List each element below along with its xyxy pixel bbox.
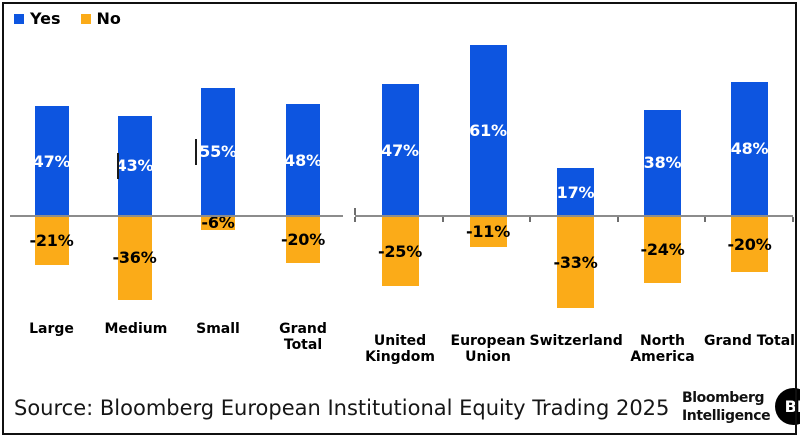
data-label-yes-small: 55% <box>199 142 237 162</box>
bar-no-grand-total <box>286 216 320 263</box>
category-label-united-kingdom: United Kingdom <box>365 333 435 365</box>
bar-no-european-union <box>469 216 507 247</box>
bar-yes-european-union <box>469 45 507 216</box>
label-leader-mark <box>116 152 119 179</box>
category-label-medium: Medium <box>104 321 168 337</box>
data-label-yes-north-america: 38% <box>643 153 682 173</box>
label-leader-mark <box>194 138 197 165</box>
zero-axis-line-left <box>10 215 343 217</box>
bar-yes-grand-total <box>731 81 768 216</box>
axis-tick <box>354 208 356 215</box>
category-label-small: Small <box>196 321 240 337</box>
axis-tick <box>441 217 444 222</box>
data-label-no-united-kingdom: -25% <box>377 241 423 261</box>
bloomberg-intelligence-logo: Bloomberg Intelligence BI <box>682 388 800 425</box>
bar-yes-united-kingdom <box>381 84 419 216</box>
logo-wordmark: Bloomberg Intelligence <box>682 389 771 425</box>
data-label-no-large: -21% <box>29 230 74 250</box>
bar-no-united-kingdom <box>381 216 419 286</box>
data-label-yes-medium: 43% <box>115 156 154 176</box>
data-label-no-north-america: -24% <box>640 240 685 260</box>
bar-yes-north-america <box>644 109 681 216</box>
data-label-yes-grand-total: 48% <box>284 150 322 170</box>
data-label-no-medium: -36% <box>112 248 157 268</box>
data-label-no-european-union: -11% <box>465 221 511 241</box>
legend-item-yes: Yes <box>14 9 61 28</box>
zero-axis-line-right <box>355 215 793 217</box>
data-label-no-grand-total: -20% <box>727 234 772 254</box>
legend-swatch-yes-icon <box>14 13 24 24</box>
axis-tick <box>792 217 794 222</box>
axis-tick <box>616 217 619 222</box>
data-label-yes-european-union: 61% <box>469 121 507 141</box>
bar-yes-medium <box>117 115 152 216</box>
data-label-no-switzerland: -33% <box>553 252 598 272</box>
bar-no-medium <box>117 216 152 300</box>
data-label-yes-large: 47% <box>32 151 71 171</box>
bar-no-grand-total <box>731 216 768 272</box>
category-label-european-union: European Union <box>450 333 526 365</box>
bi-badge-icon: BI <box>775 388 800 425</box>
bar-no-small <box>201 216 235 230</box>
category-label-switzerland: Switzerland <box>529 333 623 349</box>
source-caption: Source: Bloomberg European Institutional… <box>14 396 670 420</box>
logo-line-intelligence: Intelligence <box>682 407 771 424</box>
legend-label-yes: Yes <box>30 9 61 28</box>
data-label-yes-united-kingdom: 47% <box>381 140 419 160</box>
category-label-grand-total: Grand Total <box>704 333 795 349</box>
legend-item-no: No <box>80 9 121 28</box>
category-label-grand-total: Grand Total <box>279 321 327 353</box>
data-label-no-small: -6% <box>201 213 235 233</box>
category-label-north-america: North America <box>630 333 695 365</box>
bar-yes-small <box>201 87 235 216</box>
bar-no-north-america <box>644 216 681 284</box>
chart-legend: Yes No <box>14 9 141 28</box>
data-label-yes-switzerland: 17% <box>556 182 595 202</box>
axis-tick <box>704 217 707 222</box>
data-label-no-grand-total: -20% <box>280 229 326 249</box>
legend-label-no: No <box>96 9 121 28</box>
bar-yes-switzerland <box>557 168 594 216</box>
bar-no-large <box>34 216 69 265</box>
legend-swatch-no-icon <box>80 13 91 24</box>
category-label-large: Large <box>29 321 74 337</box>
logo-line-bloomberg: Bloomberg <box>682 389 765 406</box>
bar-yes-grand-total <box>286 104 320 216</box>
axis-tick <box>354 217 356 222</box>
bar-no-switzerland <box>557 216 594 309</box>
bar-yes-large <box>34 106 69 216</box>
axis-tick <box>529 217 532 222</box>
data-label-yes-grand-total: 48% <box>730 139 769 159</box>
